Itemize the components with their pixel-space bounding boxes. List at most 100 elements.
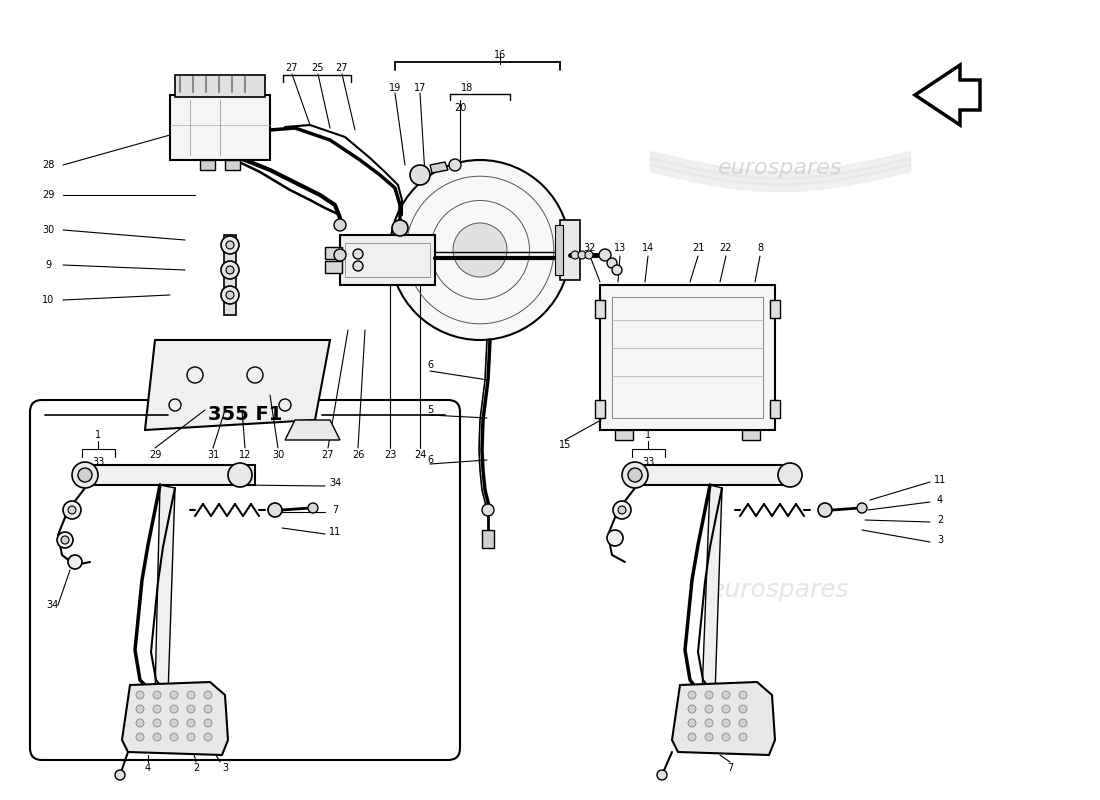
Bar: [482, 530, 494, 548]
Text: 29: 29: [42, 190, 54, 200]
Bar: [600, 285, 775, 430]
Circle shape: [621, 462, 648, 488]
Text: 9: 9: [45, 260, 51, 270]
Circle shape: [228, 463, 252, 487]
Circle shape: [187, 705, 195, 713]
Circle shape: [739, 705, 747, 713]
Text: 28: 28: [42, 160, 54, 170]
Circle shape: [607, 530, 623, 546]
Circle shape: [204, 691, 212, 699]
Circle shape: [153, 719, 161, 727]
Text: 12: 12: [239, 450, 251, 460]
Text: 32: 32: [584, 243, 596, 253]
Text: 34: 34: [46, 600, 58, 610]
Polygon shape: [915, 65, 980, 125]
Circle shape: [482, 504, 494, 516]
Circle shape: [410, 165, 430, 185]
Circle shape: [268, 503, 282, 517]
Circle shape: [657, 770, 667, 780]
Circle shape: [628, 468, 642, 482]
Bar: [324, 247, 342, 259]
Circle shape: [618, 506, 626, 514]
Circle shape: [334, 219, 346, 231]
Circle shape: [613, 501, 631, 519]
Circle shape: [739, 733, 747, 741]
Text: 16: 16: [494, 50, 506, 60]
Circle shape: [187, 733, 195, 741]
Circle shape: [136, 719, 144, 727]
Circle shape: [72, 462, 98, 488]
Text: 15: 15: [559, 440, 571, 450]
Text: 18: 18: [461, 83, 473, 93]
Circle shape: [705, 691, 713, 699]
Bar: [340, 235, 434, 285]
Text: 5: 5: [427, 405, 433, 415]
Bar: [630, 465, 795, 485]
Bar: [560, 220, 580, 280]
Text: 20: 20: [454, 103, 466, 113]
Circle shape: [705, 719, 713, 727]
Text: 27: 27: [321, 450, 334, 460]
Polygon shape: [430, 162, 448, 173]
Text: 30: 30: [42, 225, 54, 235]
Bar: [224, 235, 236, 315]
Circle shape: [57, 532, 73, 548]
Bar: [200, 160, 214, 170]
Text: 30: 30: [272, 450, 284, 460]
Circle shape: [68, 506, 76, 514]
Circle shape: [136, 733, 144, 741]
Circle shape: [688, 719, 696, 727]
Circle shape: [170, 733, 178, 741]
Text: 33: 33: [642, 457, 654, 467]
Text: 26: 26: [352, 450, 364, 460]
Circle shape: [688, 691, 696, 699]
Circle shape: [170, 719, 178, 727]
Text: 3: 3: [937, 535, 943, 545]
Text: 11: 11: [329, 527, 341, 537]
Circle shape: [153, 705, 161, 713]
Bar: [595, 300, 605, 318]
Text: eurospares: eurospares: [180, 578, 320, 602]
Polygon shape: [672, 682, 776, 755]
Text: eurospares: eurospares: [717, 158, 843, 178]
Polygon shape: [122, 682, 228, 755]
Text: 22: 22: [719, 243, 733, 253]
Text: 7: 7: [332, 505, 338, 515]
Text: 8: 8: [757, 243, 763, 253]
Circle shape: [78, 468, 92, 482]
Circle shape: [153, 691, 161, 699]
Circle shape: [68, 555, 82, 569]
Circle shape: [221, 261, 239, 279]
Circle shape: [778, 463, 802, 487]
Text: 10: 10: [42, 295, 54, 305]
Circle shape: [857, 503, 867, 513]
Circle shape: [353, 249, 363, 259]
Text: 11: 11: [934, 475, 946, 485]
Text: 3: 3: [222, 763, 228, 773]
Circle shape: [187, 691, 195, 699]
FancyBboxPatch shape: [30, 400, 460, 760]
Bar: [742, 430, 760, 440]
Text: 355 F1: 355 F1: [208, 406, 283, 425]
Circle shape: [688, 733, 696, 741]
Bar: [80, 465, 255, 485]
Circle shape: [226, 291, 234, 299]
Bar: [770, 300, 780, 318]
Circle shape: [449, 159, 461, 171]
Bar: [595, 400, 605, 418]
Circle shape: [187, 719, 195, 727]
Text: 1: 1: [645, 430, 651, 440]
Bar: [170, 95, 270, 160]
Circle shape: [153, 733, 161, 741]
Text: 27: 27: [286, 63, 298, 73]
Text: 29: 29: [148, 450, 162, 460]
Circle shape: [705, 705, 713, 713]
Circle shape: [585, 251, 593, 259]
Circle shape: [722, 691, 730, 699]
Text: 7: 7: [727, 763, 733, 773]
Text: 14: 14: [642, 243, 654, 253]
Text: 31: 31: [207, 450, 219, 460]
Circle shape: [221, 286, 239, 304]
Text: 27: 27: [336, 63, 349, 73]
Text: 25: 25: [311, 63, 324, 73]
